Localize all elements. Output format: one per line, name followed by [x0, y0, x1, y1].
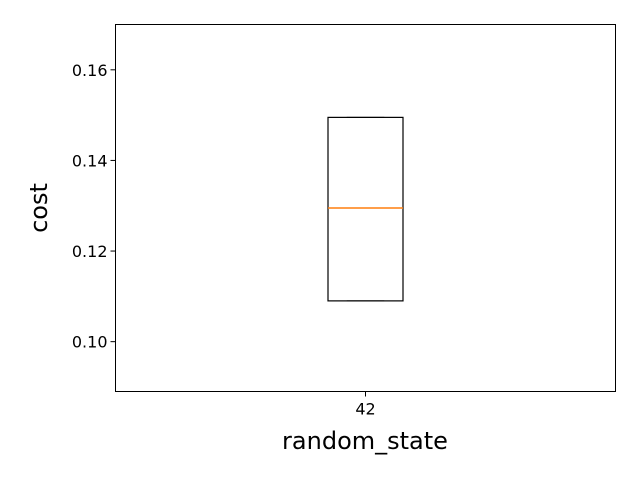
box-series: [327, 116, 404, 302]
y-axis-ticks: 0.10 0.12 0.14 0.16: [72, 61, 116, 352]
y-axis-label: cost: [25, 183, 53, 233]
y-tick-label: 0.12: [72, 242, 108, 261]
y-tick-label: 0.14: [72, 151, 108, 170]
x-axis-label: random_state: [282, 427, 448, 455]
box-rect: [327, 116, 404, 302]
x-axis-ticks: 42: [355, 391, 376, 419]
y-tick-label: 0.16: [72, 61, 108, 80]
y-tick-label: 0.10: [72, 333, 108, 352]
x-tick-label: 42: [355, 400, 375, 419]
